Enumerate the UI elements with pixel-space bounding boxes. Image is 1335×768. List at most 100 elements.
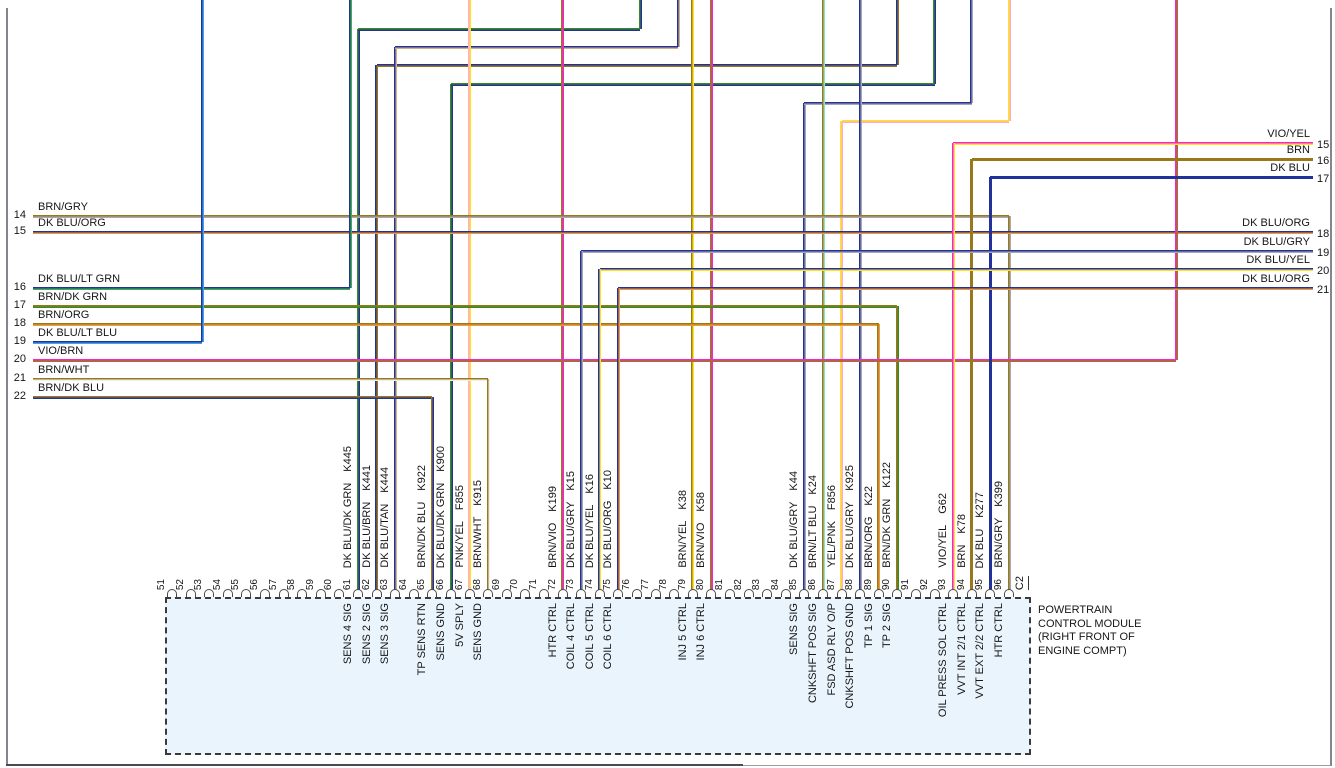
pin-number-90: 90 xyxy=(881,578,893,590)
wire-label-pin-85: DK BLU/GRY K44 xyxy=(788,470,801,568)
wire-right-16 xyxy=(971,157,1313,161)
left-wire-color-20: VIO/BRN xyxy=(38,345,84,357)
wire-left-17 xyxy=(895,306,899,590)
wire-left-22 xyxy=(430,397,434,590)
pin-arc-56 xyxy=(260,589,270,597)
right-wire-color-16: BRN xyxy=(1286,144,1310,156)
left-pin-number-16: 16 xyxy=(13,281,26,293)
left-wire-color-17: BRN/DK GRN xyxy=(38,291,108,303)
wire-label-pin-80: BRN/VIO K58 xyxy=(695,492,708,568)
wire-left-18 xyxy=(33,322,879,326)
pin-arc-71 xyxy=(539,589,549,597)
left-wire-color-21: BRN/WHT xyxy=(38,364,90,376)
right-pin-number-16: 16 xyxy=(1317,155,1330,167)
pin-arc-51 xyxy=(167,589,177,597)
pin-function-86: CNKSHFT POS SIG xyxy=(807,603,819,704)
wire-label-pin-87: YEL/PNK F856 xyxy=(825,485,838,568)
left-wire-color-16: DK BLU/LT GRN xyxy=(38,273,121,285)
pin-function-88: CNKSHFT POS GND xyxy=(844,603,857,709)
pin-number-60: 60 xyxy=(323,578,335,590)
pin-number-83: 83 xyxy=(751,578,763,590)
pin-arc-79 xyxy=(687,589,698,597)
left-pin-number-22: 22 xyxy=(13,390,26,402)
wire-pin-80 xyxy=(709,0,713,590)
wire-label-pin-90: BRN/DK GRN K122 xyxy=(881,462,894,568)
wire-pin-87 xyxy=(841,119,1009,123)
pin-arc-94 xyxy=(966,589,977,597)
wire-pin-61 xyxy=(358,27,640,31)
wire-left-16 xyxy=(348,0,352,288)
wire-label-pin-62: DK BLU/BRN K441 xyxy=(360,465,373,568)
pin-function-61: SENS 4 SIG xyxy=(342,603,354,665)
pcm-title-line-2: CONTROL MODULE xyxy=(1038,617,1142,630)
wire-label-pin-72: BRN/VIO K199 xyxy=(546,486,559,568)
left-pin-number-14: 14 xyxy=(13,209,26,221)
wire-right-15 xyxy=(951,143,955,590)
pin-function-72: HTR CTRL xyxy=(546,603,559,658)
pin-number-77: 77 xyxy=(639,578,651,590)
pin-arc-76 xyxy=(632,589,642,597)
pin-number-73: 73 xyxy=(565,578,577,590)
pin-number-53: 53 xyxy=(193,578,205,590)
pin-number-56: 56 xyxy=(249,578,260,590)
left-wire-color-15: DK BLU/ORG xyxy=(38,217,106,229)
pin-number-70: 70 xyxy=(509,578,521,590)
pin-arc-88 xyxy=(855,589,866,597)
left-pin-number-19: 19 xyxy=(13,335,26,347)
wire-right-17 xyxy=(990,175,1313,179)
left-wire-color-18: BRN/ORG xyxy=(38,309,90,321)
pin-function-80: INJ 6 CTRL xyxy=(695,603,708,661)
pin-arc-62 xyxy=(371,589,382,597)
pin-arc-87 xyxy=(836,589,847,597)
wire-pin-72 xyxy=(561,0,565,590)
right-wire-color-21: DK BLU/ORG xyxy=(1242,273,1310,285)
wire-left-21 xyxy=(486,379,490,590)
right-pin-number-17: 17 xyxy=(1317,173,1330,185)
pin-arc-72 xyxy=(557,589,568,597)
pin-number-62: 62 xyxy=(360,578,372,590)
pin-number-93: 93 xyxy=(937,578,949,590)
pin-arc-53 xyxy=(204,589,215,597)
wire-label-pin-68: BRN/WHT K915 xyxy=(472,479,485,568)
wire-right-15 xyxy=(953,141,1313,145)
left-wire-color-19: DK BLU/LT BLU xyxy=(38,327,118,339)
pin-function-62: SENS 2 SIG xyxy=(360,603,373,665)
pin-arc-82 xyxy=(743,589,754,597)
pin-number-74: 74 xyxy=(583,578,595,590)
wire-pin-63 xyxy=(393,47,397,590)
pin-number-67: 67 xyxy=(453,578,465,590)
pin-function-87: FSD ASD RLY O/P xyxy=(825,603,838,696)
left-pin-number-15: 15 xyxy=(13,225,26,237)
pin-arc-60 xyxy=(334,589,345,597)
wire-pin-88 xyxy=(858,0,862,590)
pcm-connector-box xyxy=(165,597,1031,755)
right-wire-color-19: DK BLU/GRY xyxy=(1243,236,1310,248)
pin-number-89: 89 xyxy=(862,578,874,590)
pin-arc-93 xyxy=(948,589,959,597)
pin-number-91: 91 xyxy=(900,578,911,590)
wire-label-pin-86: BRN/LT BLU K24 xyxy=(807,474,819,568)
pin-function-66: SENS GND xyxy=(435,603,447,661)
wire-pin-85 xyxy=(802,103,806,590)
pin-function-89: TP 1 SIG xyxy=(862,603,875,649)
pin-arc-81 xyxy=(725,589,735,597)
wire-pin-61 xyxy=(638,0,642,29)
wire-label-pin-88: DK BLU/GRY K925 xyxy=(844,464,857,568)
pin-arc-65 xyxy=(427,589,438,597)
pin-function-79: INJ 5 CTRL xyxy=(676,603,689,661)
wire-left-17 xyxy=(33,304,898,308)
pin-number-79: 79 xyxy=(676,578,688,590)
pin-number-81: 81 xyxy=(714,578,725,590)
pin-function-85: SENS SIG xyxy=(788,603,801,655)
pin-number-84: 84 xyxy=(769,578,781,590)
pin-arc-80 xyxy=(706,589,717,597)
pin-function-90: TP 2 SIG xyxy=(881,603,894,649)
pin-arc-92 xyxy=(929,589,940,597)
pin-arc-83 xyxy=(762,589,773,597)
pin-arc-61 xyxy=(353,589,363,597)
wire-label-pin-79: BRN/YEL K38 xyxy=(676,490,689,568)
pin-number-88: 88 xyxy=(844,578,856,590)
wire-pin-62 xyxy=(375,65,379,590)
pin-number-59: 59 xyxy=(304,578,316,590)
pin-arc-77 xyxy=(650,589,661,597)
